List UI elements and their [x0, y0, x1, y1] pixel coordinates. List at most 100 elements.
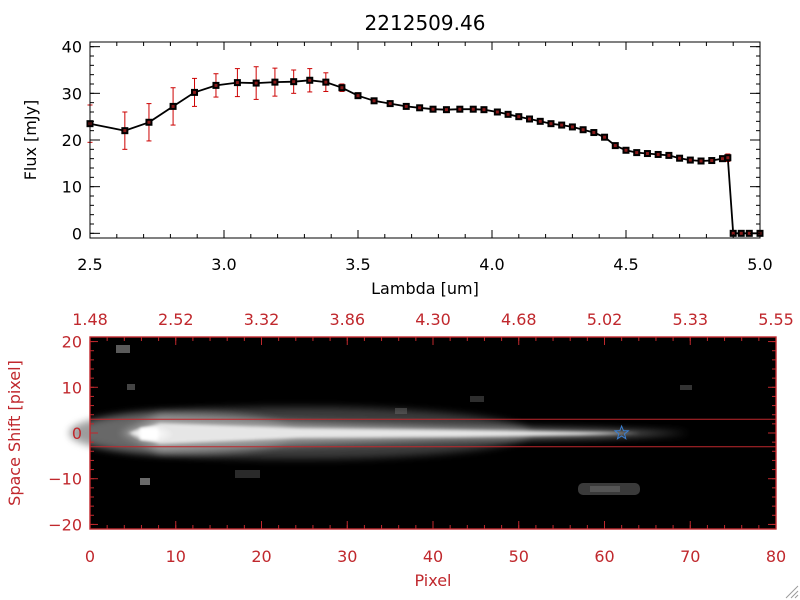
- wavelength-tick-label: 3.86: [329, 310, 365, 329]
- noise-blob: [235, 470, 260, 478]
- wavelength-tick-label: 2.52: [158, 310, 194, 329]
- trace-core: [128, 423, 640, 444]
- wavelength-top-ticks: 1.48 2.52 3.32 3.86 4.30 4.68 5.02 5.33 5.55: [72, 310, 794, 345]
- pixel-tick-label: 80: [766, 547, 786, 566]
- spectrum-plot-frame: [89, 41, 761, 239]
- pixel-tick-label: 0: [85, 547, 95, 566]
- spectral-image: [70, 345, 692, 495]
- chart-title: 2212509.46: [365, 11, 486, 35]
- data-point-core: [739, 231, 743, 235]
- data-point-core: [603, 135, 607, 139]
- x-tick-label: 2.5: [77, 255, 102, 274]
- space-shift-tick-label: −10: [48, 470, 82, 489]
- star-marker-icon: [613, 424, 630, 440]
- wavelength-tick-label: 4.68: [501, 310, 537, 329]
- data-point-core: [292, 80, 296, 84]
- data-point-core: [710, 159, 714, 163]
- data-point-core: [747, 231, 751, 235]
- pixel-tick-label: 30: [337, 547, 357, 566]
- data-point-core: [482, 108, 486, 112]
- y-tick-label: 10: [62, 178, 82, 197]
- y-tick-label: 0: [72, 224, 82, 243]
- noise-blob: [590, 486, 620, 492]
- data-point-core: [495, 110, 499, 114]
- data-point-core: [624, 148, 628, 152]
- x-tick-label: 4.0: [479, 255, 504, 274]
- data-point-core: [471, 107, 475, 111]
- data-point-core: [688, 158, 692, 162]
- data-point-core: [388, 102, 392, 106]
- data-point-core: [678, 156, 682, 160]
- noise-blob: [680, 385, 692, 390]
- data-point-core: [667, 153, 671, 157]
- space-shift-axis-label: Space Shift [pixel]: [5, 360, 24, 506]
- data-point-core: [340, 86, 344, 90]
- pixel-tick-label: 20: [251, 547, 271, 566]
- x-axis-label: Lambda [um]: [371, 279, 479, 298]
- spectrum-panel: 2212509.46 2.5 3.0 3.5 4.0 4.5 5.0 010203040 …: [21, 11, 773, 298]
- noise-blob: [116, 345, 130, 353]
- data-point-core: [720, 157, 724, 161]
- pixel-tick-label: 40: [423, 547, 443, 566]
- data-point-core: [147, 120, 151, 124]
- space-shift-tick-label: −20: [48, 515, 82, 534]
- x-tick-label: 3.5: [345, 255, 370, 274]
- data-point-core: [458, 107, 462, 111]
- data-point-core: [273, 80, 277, 84]
- x-tick-label: 5.0: [747, 255, 772, 274]
- data-point-core: [581, 128, 585, 132]
- data-point-core: [254, 81, 258, 85]
- data-point-core: [431, 107, 435, 111]
- data-point-core: [635, 151, 639, 155]
- wavelength-tick-label: 4.30: [415, 310, 451, 329]
- data-point-core: [699, 159, 703, 163]
- y-tick-label: 40: [62, 38, 82, 57]
- data-point-core: [592, 131, 596, 135]
- y-axis-label: Flux [mJy]: [21, 100, 40, 181]
- noise-blob: [470, 396, 484, 402]
- data-point-core: [418, 106, 422, 110]
- space-shift-tick-label: 10: [62, 378, 82, 397]
- wavelength-tick-label: 5.02: [587, 310, 623, 329]
- data-point-core: [324, 80, 328, 84]
- space-shift-y-ticks: −20 −10 0 10 20: [48, 333, 776, 534]
- wavelength-tick-label: 5.33: [672, 310, 708, 329]
- pixel-tick-label: 70: [680, 547, 700, 566]
- data-point-core: [538, 119, 542, 123]
- space-shift-tick-label: 0: [72, 424, 82, 443]
- data-point-core: [549, 122, 553, 126]
- pixel-tick-label: 50: [509, 547, 529, 566]
- spectral-image-panel: 0 10 20 30 40 50 60 70 80 1.48 2.52 3.32 3.86 4.30 4.…: [5, 310, 794, 590]
- resize-grip-icon[interactable]: [785, 585, 799, 599]
- data-point-core: [506, 112, 510, 116]
- x-tick-label: 4.5: [613, 255, 638, 274]
- data-point-core: [726, 156, 730, 160]
- noise-blob: [127, 384, 135, 390]
- space-shift-tick-label: 20: [62, 333, 82, 352]
- data-point-core: [308, 78, 312, 82]
- y-tick-label: 30: [62, 84, 82, 103]
- data-point-core: [731, 231, 735, 235]
- data-point-core: [613, 144, 617, 148]
- data-point-core: [517, 115, 521, 119]
- x-tick-label: 3.0: [211, 255, 236, 274]
- wavelength-tick-label: 1.48: [72, 310, 108, 329]
- wavelength-tick-label: 3.32: [244, 310, 280, 329]
- data-point-core: [171, 104, 175, 108]
- data-point-core: [645, 152, 649, 156]
- data-point-core: [656, 152, 660, 156]
- data-point-core: [356, 94, 360, 98]
- spectrum-x-ticks: 2.5 3.0 3.5 4.0 4.5 5.0: [77, 42, 773, 274]
- noise-blob: [140, 478, 150, 485]
- trace-peak-center: [140, 428, 158, 440]
- data-point-core: [560, 123, 564, 127]
- spectrum-data: [86, 66, 764, 237]
- data-point-core: [214, 83, 218, 87]
- data-point-core: [193, 90, 197, 94]
- data-point-core: [123, 129, 127, 133]
- wavelength-tick-label: 5.55: [758, 310, 794, 329]
- spectrum-y-ticks: 0 10 20 30 40: [62, 38, 760, 243]
- y-tick-label: 20: [62, 131, 82, 150]
- pixel-tick-label: 60: [594, 547, 614, 566]
